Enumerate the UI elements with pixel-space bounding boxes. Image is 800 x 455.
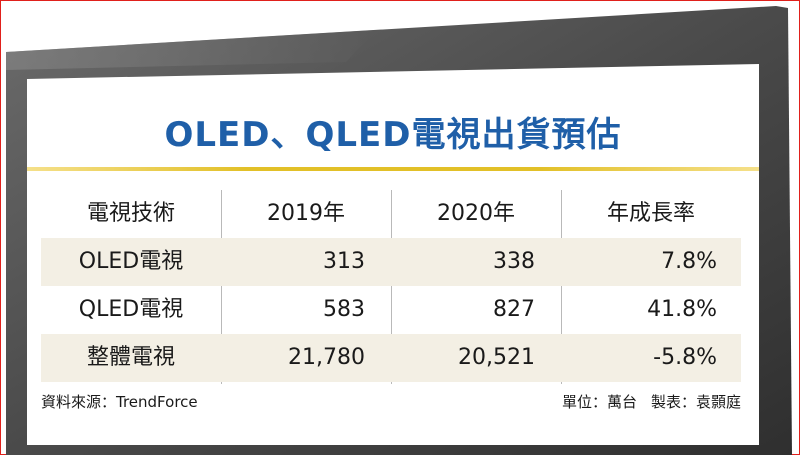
row-label: 整體電視 <box>86 345 175 370</box>
table-cell: 41.8% <box>647 297 717 322</box>
source-note: 資料來源：TrendForce <box>41 393 198 411</box>
header-cell: 電視技術 <box>86 201 175 226</box>
screen: OLED、QLED電視出貨預估 電視技術 2019年 2020年 年成長率 OL… <box>27 79 759 445</box>
header-cell: 2020年 <box>437 201 515 226</box>
maker-note: 製表：袁顥庭 <box>650 393 741 411</box>
column-divider <box>221 190 222 384</box>
table-row: OLED電視 313 338 7.8% <box>41 238 741 286</box>
table-cell: 21,780 <box>288 345 365 370</box>
table-cell: 338 <box>493 249 535 274</box>
bezel-glare <box>6 30 376 70</box>
table-row: QLED電視 583 827 41.8% <box>41 286 741 334</box>
table-cell: -5.8% <box>653 345 717 370</box>
table-cell: 313 <box>323 249 365 274</box>
credit-note: 單位：萬台 製表：袁顥庭 <box>562 391 741 412</box>
header-cell: 2019年 <box>267 201 345 226</box>
row-label: OLED電視 <box>78 249 184 274</box>
unit-note: 單位：萬台 <box>561 393 637 411</box>
table-cell: 20,521 <box>458 345 535 370</box>
header-cell: 年成長率 <box>606 201 695 226</box>
table-cell: 827 <box>493 297 535 322</box>
title-underline <box>27 167 759 171</box>
chart-title: OLED、QLED電視出貨預估 <box>164 115 622 155</box>
table-cell: 7.8% <box>661 249 717 274</box>
table-header-row: 電視技術 2019年 2020年 年成長率 <box>41 190 741 238</box>
table-cell: 583 <box>323 297 365 322</box>
row-label: QLED電視 <box>78 297 184 322</box>
column-divider <box>561 190 562 384</box>
table-row: 整體電視 21,780 20,521 -5.8% <box>41 334 741 382</box>
data-table: 電視技術 2019年 2020年 年成長率 OLED電視 313 338 7.8… <box>41 190 741 384</box>
column-divider <box>391 190 392 384</box>
